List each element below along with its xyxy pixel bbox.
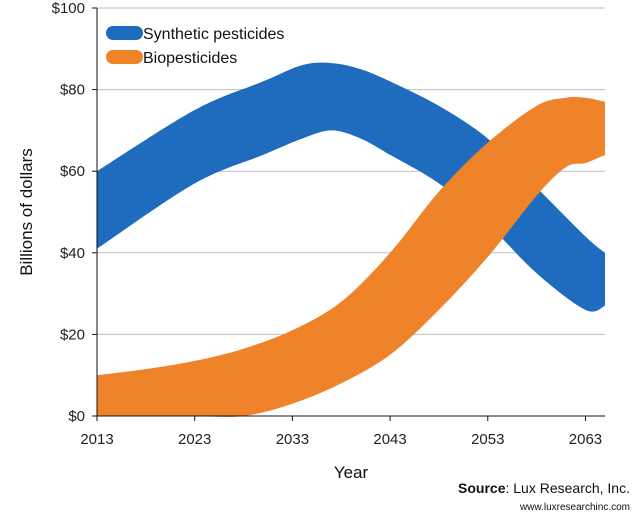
y-tick-labels: $0 $20 $40 $60 $80 $100 — [52, 0, 85, 425]
area-synthetic-pesticides — [97, 62, 605, 312]
x-tick-label: 2033 — [276, 431, 309, 448]
y-tick-label: $80 — [60, 82, 85, 99]
legend-label-synthetic: Synthetic pesticides — [143, 26, 284, 43]
x-tick-labels: 2013 2023 2033 2043 2053 2063 — [80, 431, 602, 448]
y-tick-label: $40 — [60, 245, 85, 262]
source-note: Source: Lux Research, Inc. — [458, 480, 630, 496]
source-url: www.luxresearchinc.com — [519, 502, 630, 513]
legend-label-bio: Biopesticides — [143, 50, 237, 67]
plot-area — [97, 62, 605, 417]
x-tick-label: 2023 — [178, 431, 211, 448]
axes — [96, 8, 605, 417]
y-tick-label: $20 — [60, 326, 85, 343]
x-tick-label: 2043 — [373, 431, 406, 448]
x-tick-label: 2063 — [569, 431, 602, 448]
x-tick-label: 2013 — [80, 431, 113, 448]
x-tick-label: 2053 — [471, 431, 504, 448]
legend: Synthetic pesticides Biopesticides — [106, 26, 284, 67]
source-label: Source — [458, 480, 506, 496]
y-tick-label: $100 — [52, 0, 85, 17]
y-axis-title: Billions of dollars — [17, 148, 36, 276]
x-axis-title: Year — [334, 463, 369, 482]
y-tick-label: $0 — [68, 408, 85, 425]
source-text: : Lux Research, Inc. — [505, 480, 630, 496]
area-biopesticides — [97, 96, 605, 417]
y-tick-label: $60 — [60, 163, 85, 180]
